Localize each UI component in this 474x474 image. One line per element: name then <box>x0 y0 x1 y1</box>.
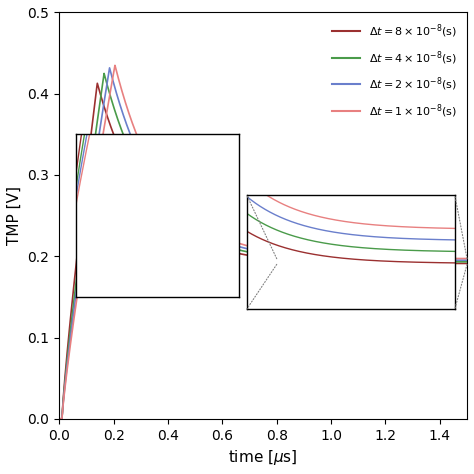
Y-axis label: TMP [V]: TMP [V] <box>7 186 22 245</box>
X-axis label: time [$\mu$s]: time [$\mu$s] <box>228 448 298 467</box>
Legend: $\Delta t = 8 \times 10^{-8}$(s), $\Delta t = 4 \times 10^{-8}$(s), $\Delta t = : $\Delta t = 8 \times 10^{-8}$(s), $\Delt… <box>328 18 462 124</box>
